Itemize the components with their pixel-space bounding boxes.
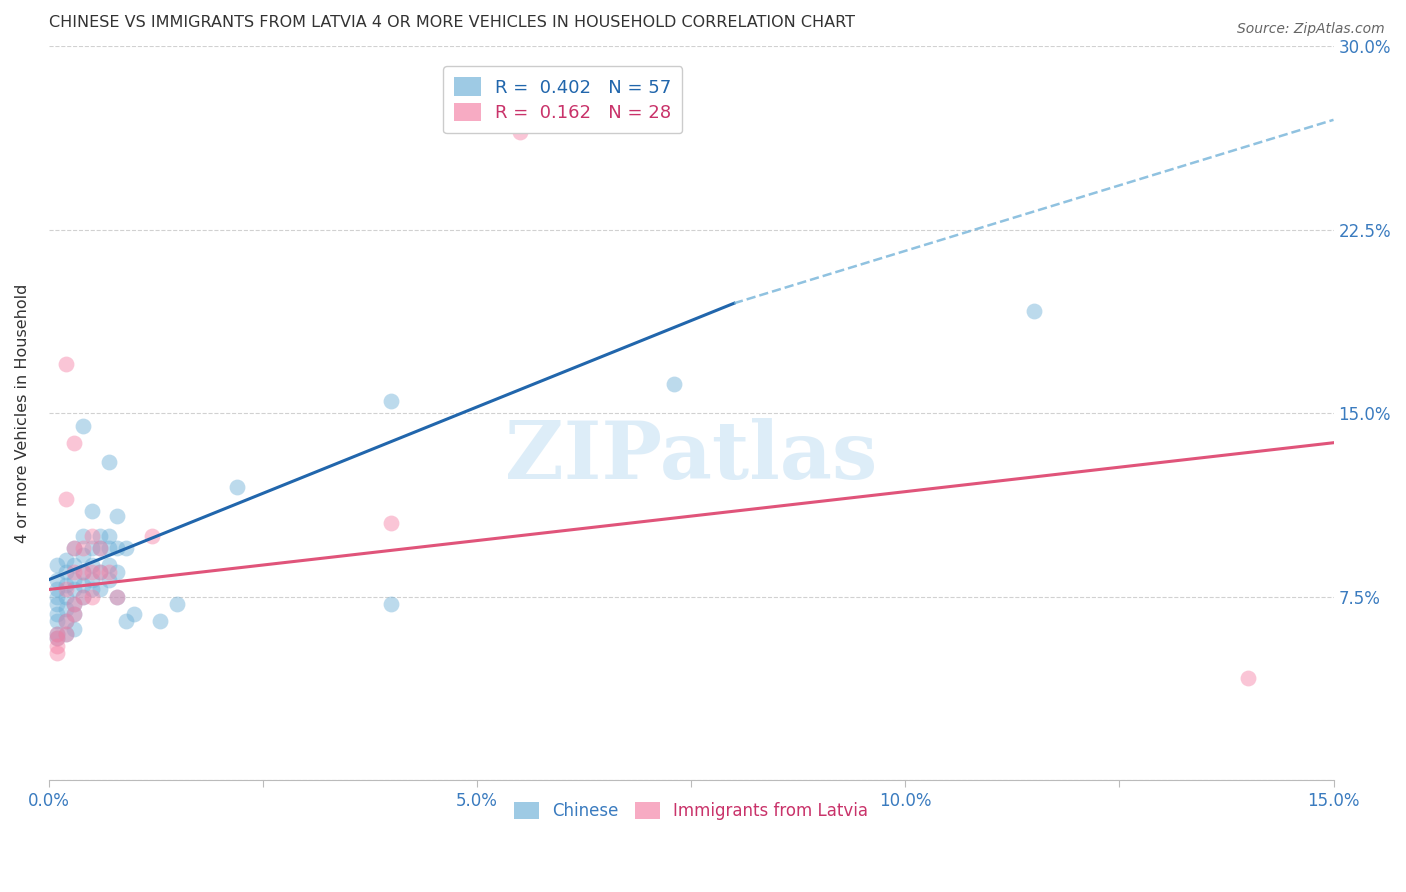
Point xyxy=(226,480,249,494)
Point xyxy=(46,573,69,587)
Point xyxy=(72,566,94,580)
Point xyxy=(89,541,111,555)
Point xyxy=(105,566,128,580)
Point xyxy=(55,615,77,629)
Point xyxy=(80,541,103,555)
Point xyxy=(105,590,128,604)
Point xyxy=(72,590,94,604)
Point xyxy=(55,615,77,629)
Point xyxy=(105,590,128,604)
Point xyxy=(72,529,94,543)
Point xyxy=(509,125,531,139)
Point xyxy=(46,597,69,611)
Point xyxy=(72,566,94,580)
Point xyxy=(141,529,163,543)
Point xyxy=(380,516,402,531)
Point xyxy=(55,602,77,616)
Point xyxy=(72,541,94,555)
Point xyxy=(46,632,69,646)
Point xyxy=(63,541,86,555)
Point xyxy=(46,632,69,646)
Point xyxy=(80,582,103,597)
Point xyxy=(166,597,188,611)
Text: Source: ZipAtlas.com: Source: ZipAtlas.com xyxy=(1237,22,1385,37)
Legend: Chinese, Immigrants from Latvia: Chinese, Immigrants from Latvia xyxy=(508,796,875,827)
Point xyxy=(46,626,69,640)
Point xyxy=(55,582,77,597)
Point xyxy=(72,577,94,591)
Point xyxy=(114,541,136,555)
Point xyxy=(63,597,86,611)
Point xyxy=(55,358,77,372)
Point xyxy=(55,491,77,506)
Text: ZIPatlas: ZIPatlas xyxy=(505,418,877,497)
Point xyxy=(149,615,172,629)
Point xyxy=(105,541,128,555)
Point xyxy=(380,394,402,409)
Point xyxy=(63,582,86,597)
Point xyxy=(46,626,69,640)
Point xyxy=(662,377,685,392)
Point xyxy=(89,582,111,597)
Point xyxy=(80,590,103,604)
Point xyxy=(63,607,86,621)
Point xyxy=(124,607,146,621)
Point xyxy=(97,573,120,587)
Point xyxy=(97,541,120,555)
Point xyxy=(1237,671,1260,685)
Point xyxy=(55,553,77,567)
Point xyxy=(63,607,86,621)
Point xyxy=(97,558,120,572)
Point xyxy=(63,566,86,580)
Point xyxy=(80,558,103,572)
Point xyxy=(46,590,69,604)
Point xyxy=(114,615,136,629)
Point xyxy=(63,573,86,587)
Point xyxy=(46,646,69,660)
Point xyxy=(97,455,120,469)
Point xyxy=(380,597,402,611)
Text: CHINESE VS IMMIGRANTS FROM LATVIA 4 OR MORE VEHICLES IN HOUSEHOLD CORRELATION CH: CHINESE VS IMMIGRANTS FROM LATVIA 4 OR M… xyxy=(49,15,855,30)
Point xyxy=(89,566,111,580)
Point xyxy=(63,622,86,636)
Point xyxy=(80,573,103,587)
Point xyxy=(89,541,111,555)
Point xyxy=(46,582,69,597)
Point xyxy=(97,566,120,580)
Point xyxy=(55,566,77,580)
Point xyxy=(72,590,94,604)
Point xyxy=(46,607,69,621)
Point xyxy=(80,566,103,580)
Point xyxy=(105,509,128,524)
Point xyxy=(63,435,86,450)
Point xyxy=(63,541,86,555)
Point xyxy=(72,418,94,433)
Point xyxy=(46,558,69,572)
Point xyxy=(89,529,111,543)
Point xyxy=(89,566,111,580)
Point xyxy=(97,529,120,543)
Point xyxy=(46,615,69,629)
Point xyxy=(1022,303,1045,318)
Y-axis label: 4 or more Vehicles in Household: 4 or more Vehicles in Household xyxy=(15,284,30,543)
Point xyxy=(55,577,77,591)
Point xyxy=(55,626,77,640)
Point xyxy=(63,597,86,611)
Point xyxy=(55,626,77,640)
Point xyxy=(80,529,103,543)
Point xyxy=(72,548,94,562)
Point xyxy=(80,504,103,518)
Point xyxy=(46,639,69,653)
Point xyxy=(55,590,77,604)
Point xyxy=(63,558,86,572)
